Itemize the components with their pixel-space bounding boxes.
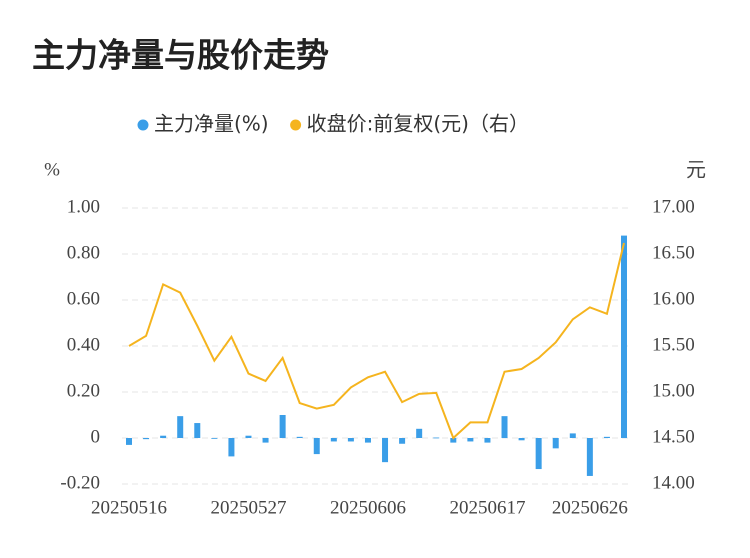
bar xyxy=(160,435,167,438)
legend-label: 收盘价:前复权(元)（右） xyxy=(307,112,529,136)
bar xyxy=(450,438,457,443)
bar xyxy=(211,438,218,439)
bar xyxy=(296,436,303,438)
y-tick-label: 0.40 xyxy=(67,334,100,355)
x-tick-label: 20250617 xyxy=(449,497,525,518)
bar xyxy=(484,438,491,443)
bar xyxy=(621,235,627,438)
y2-tick-label: 16.00 xyxy=(652,288,695,309)
bar xyxy=(143,438,150,440)
y-axis-label: % xyxy=(44,159,60,180)
y-tick-label: 0.60 xyxy=(67,288,100,309)
y-tick-label: 0 xyxy=(91,426,101,447)
y2-tick-label: 15.50 xyxy=(652,334,695,355)
bar xyxy=(347,438,354,442)
price-line xyxy=(128,242,625,440)
y2-tick-label: 14.50 xyxy=(652,426,695,447)
y-tick-label: 1.00 xyxy=(67,196,100,217)
y2-tick-label: 16.50 xyxy=(652,242,695,263)
bar xyxy=(433,437,440,439)
x-tick-label: 20250516 xyxy=(91,497,167,518)
bar xyxy=(364,438,371,443)
y-tick-label: 0.80 xyxy=(67,242,100,263)
bar xyxy=(194,423,201,438)
y2-tick-label: 14.00 xyxy=(652,472,695,493)
bar xyxy=(416,428,423,438)
x-tick-label: 20250626 xyxy=(552,497,628,518)
bar xyxy=(382,438,389,463)
bar xyxy=(399,438,406,444)
bar xyxy=(228,438,235,457)
y2-tick-label: 15.00 xyxy=(652,380,695,401)
legend-marker xyxy=(137,119,149,131)
bar xyxy=(569,433,576,438)
y2-tick-label: 17.00 xyxy=(652,196,695,217)
bar xyxy=(552,438,559,449)
bar xyxy=(262,438,269,443)
x-tick-label: 20250527 xyxy=(210,497,286,518)
legend-label: 主力净量(%) xyxy=(154,112,269,136)
bar xyxy=(603,436,610,438)
bar xyxy=(467,438,474,442)
bar xyxy=(245,435,252,438)
y-tick-label: -0.20 xyxy=(60,472,100,493)
bar xyxy=(330,438,337,442)
y-tick-label: 0.20 xyxy=(67,380,100,401)
bar xyxy=(586,438,593,476)
bar xyxy=(518,438,525,441)
bar xyxy=(126,438,132,445)
x-tick-label: 20250606 xyxy=(330,497,406,518)
legend-marker xyxy=(290,119,302,131)
bar xyxy=(279,415,286,438)
chart-title: 主力净量与股价走势 xyxy=(32,36,329,75)
y2-axis-label: 元 xyxy=(686,158,706,182)
bar xyxy=(313,438,320,455)
bar xyxy=(501,416,508,438)
bar xyxy=(177,416,184,438)
bar xyxy=(535,438,542,470)
